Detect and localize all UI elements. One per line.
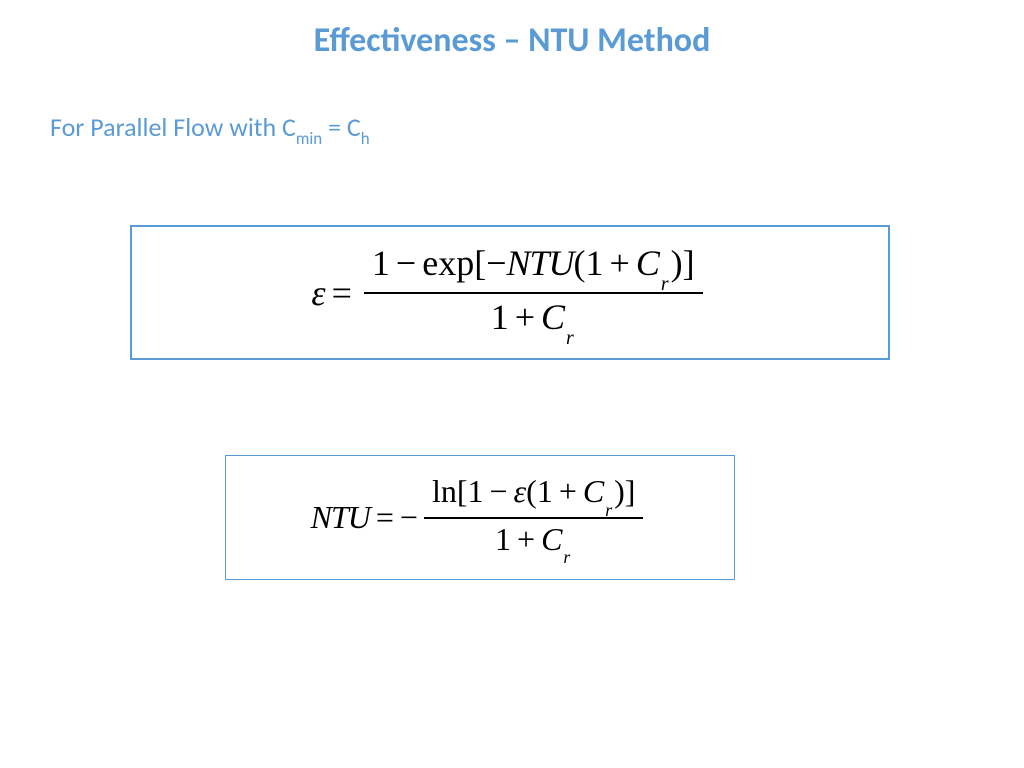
page-title: Effectiveness – NTU Method — [0, 0, 1024, 61]
eq2-fraction: ln[1−ε(1+Cr)] 1+Cr — [424, 471, 643, 564]
eq2-denominator: 1+Cr — [487, 519, 580, 564]
eq1-num-ntu: NTU — [507, 243, 574, 283]
eq1-fraction: 1−exp[−NTU(1+Cr)] 1+Cr — [364, 240, 703, 344]
eq2-num-minus: − — [490, 473, 508, 509]
eq1-den-plus: + — [515, 297, 535, 337]
eq1-num-plus: + — [610, 243, 630, 283]
eq1-num-neg: − — [486, 243, 506, 283]
subtitle-sub2: h — [361, 128, 370, 149]
subtitle-prefix: For Parallel Flow with C — [50, 111, 296, 143]
eq2-num-eps: ε — [514, 473, 527, 509]
eq2-den-plus: + — [517, 521, 535, 557]
eq2-equals: = — [376, 499, 394, 536]
eq2-neg: − — [400, 499, 418, 536]
subtitle-sub1: min — [296, 128, 322, 149]
equation-epsilon: ε = 1−exp[−NTU(1+Cr)] 1+Cr — [311, 240, 708, 344]
eq2-num-close: ] — [625, 473, 636, 509]
eq1-num-close: ] — [683, 243, 695, 283]
eq1-num-pclose: ) — [671, 243, 683, 283]
eq1-num-1: 1 — [372, 243, 390, 283]
eq2-num-csub: r — [605, 500, 612, 520]
eq1-den-c: C — [541, 297, 565, 337]
eq2-num-ln: ln — [432, 473, 457, 509]
eq1-lhs: ε — [311, 272, 325, 314]
eq1-num-minus: − — [396, 243, 416, 283]
eq1-num-exp: exp — [422, 243, 474, 283]
eq2-num-open: [ — [457, 473, 468, 509]
eq1-num-c: C — [636, 243, 660, 283]
flow-condition: For Parallel Flow with Cmin = Ch — [0, 61, 1024, 147]
eq1-num-popen: (1 — [574, 243, 604, 283]
eq1-numerator: 1−exp[−NTU(1+Cr)] — [364, 240, 703, 291]
eq2-num-plus: + — [559, 473, 577, 509]
eq1-num-csub: r — [661, 273, 669, 295]
eq1-denominator: 1+Cr — [483, 294, 584, 345]
eq1-num-open: [ — [474, 243, 486, 283]
eq2-lhs: NTU — [311, 499, 370, 536]
eq2-numerator: ln[1−ε(1+Cr)] — [424, 471, 643, 516]
equation-box-epsilon: ε = 1−exp[−NTU(1+Cr)] 1+Cr — [130, 225, 890, 360]
eq2-num-popen: (1 — [526, 473, 553, 509]
subtitle-mid: = C — [322, 111, 361, 143]
eq2-den-c: C — [541, 521, 562, 557]
eq2-num-pclose: ) — [614, 473, 625, 509]
equation-box-ntu: NTU = − ln[1−ε(1+Cr)] 1+Cr — [225, 455, 735, 580]
eq2-num-c: C — [583, 473, 604, 509]
eq2-num-1: 1 — [468, 473, 484, 509]
eq2-den-csub: r — [563, 547, 570, 567]
eq1-equals: = — [332, 272, 352, 314]
equation-ntu: NTU = − ln[1−ε(1+Cr)] 1+Cr — [311, 471, 650, 564]
eq1-den-1: 1 — [491, 297, 509, 337]
eq1-den-csub: r — [566, 327, 574, 349]
eq2-den-1: 1 — [495, 521, 511, 557]
